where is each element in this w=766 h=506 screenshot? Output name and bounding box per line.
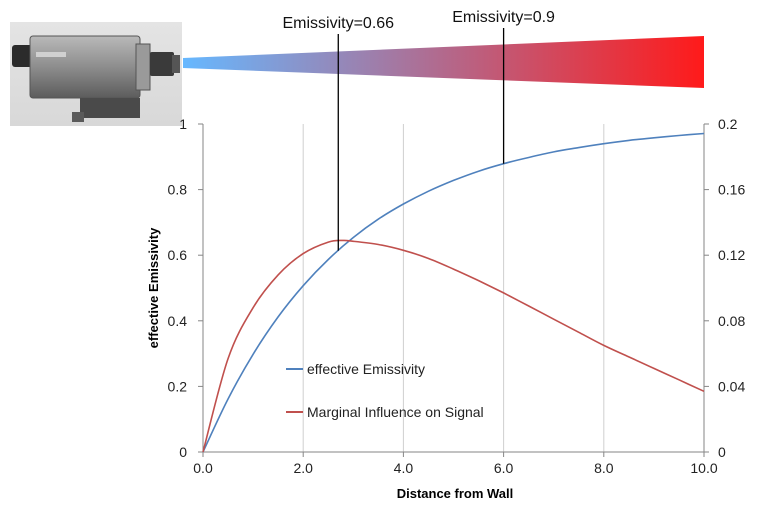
legend-label-effective-emissivity: effective Emissivity — [307, 361, 425, 377]
y-tick-label: 0.2 — [168, 378, 188, 394]
y2-tick-label: 0.08 — [718, 313, 745, 329]
y-tick-labels: 0 0.2 0.4 0.6 0.8 1 — [168, 116, 188, 460]
annotation-label: Emissivity=0.66 — [282, 15, 394, 32]
x-tick-label: 0.0 — [193, 460, 213, 476]
x-tick-label: 2.0 — [293, 460, 313, 476]
y-tick-label: 0.4 — [168, 313, 188, 329]
series-line-effective-emissivity — [202, 132, 705, 453]
annotation-label: Emissivity=0.9 — [452, 9, 555, 26]
y-tick-label: 0.6 — [168, 247, 188, 263]
x-tick-label: 4.0 — [394, 460, 414, 476]
y2-tick-labels: 0 0.04 0.08 0.12 0.16 0.2 — [718, 116, 745, 460]
x-tick-label: 8.0 — [594, 460, 614, 476]
x-tick-labels: 0.0 2.0 4.0 6.0 8.0 10.0 — [193, 460, 718, 476]
y2-tick-label: 0 — [718, 444, 726, 460]
series-line-marginal-influence — [202, 239, 705, 453]
y-tick-label: 0 — [179, 444, 187, 460]
y-axis-title: effective Emissivity — [146, 227, 161, 348]
y-tick-label: 0.8 — [168, 182, 188, 198]
series — [202, 132, 705, 453]
axes — [198, 123, 709, 457]
y2-tick-label: 0.04 — [718, 378, 745, 394]
x-tick-label: 10.0 — [690, 460, 717, 476]
pyrometer-camera-image — [10, 22, 182, 126]
beam-gradient-bar — [183, 36, 704, 88]
y-tick-label: 1 — [179, 116, 187, 132]
y2-tick-label: 0.16 — [718, 182, 745, 198]
gridlines — [302, 124, 705, 452]
y2-tick-label: 0.2 — [718, 116, 738, 132]
y2-tick-label: 0.12 — [718, 247, 745, 263]
x-tick-label: 6.0 — [494, 460, 514, 476]
legend: effective Emissivity Marginal Influence … — [286, 361, 484, 420]
annotations: Emissivity=0.66 Emissivity=0.9 — [282, 9, 555, 251]
x-axis-title: Distance from Wall — [397, 486, 514, 501]
legend-label-marginal-influence: Marginal Influence on Signal — [307, 404, 484, 420]
